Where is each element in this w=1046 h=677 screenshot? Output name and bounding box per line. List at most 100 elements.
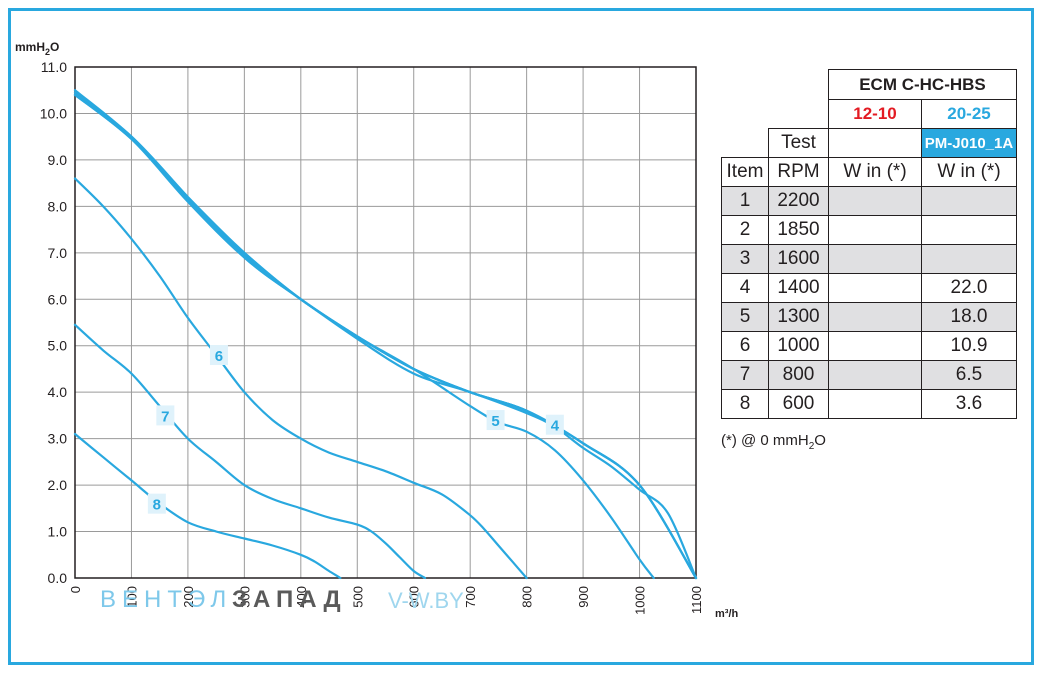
watermark-part-2: ЗАПАД — [232, 586, 347, 613]
watermark-part-3: V-W.BY — [388, 588, 464, 613]
table-cell: 1600 — [768, 244, 829, 274]
table-footnote: (*) @ 0 mmH2O — [721, 432, 826, 452]
table-header-rpm: RPM — [768, 157, 829, 187]
x-tick-label: 500 — [350, 586, 365, 608]
table-cell — [828, 331, 922, 361]
table-header-w-a: W in (*) — [828, 157, 922, 187]
table-header-row: Item RPM W in (*) W in (*) — [721, 157, 1017, 187]
table-cell — [828, 389, 922, 419]
table-cell: 2 — [721, 215, 769, 245]
x-tick-label: 800 — [520, 586, 535, 608]
fan-curve-8 — [73, 432, 342, 580]
watermark-part-1: ВЕНТЭЛ — [100, 586, 233, 613]
table-cell: 5 — [721, 302, 769, 332]
performance-table: ECM C-HC-HBS 12-10 20-25 Test PM-J010_1A… — [721, 69, 1017, 419]
y-tick-label: 1.0 — [48, 524, 68, 540]
y-tick-label: 10.0 — [40, 105, 67, 121]
table-cell — [828, 215, 922, 245]
table-cell — [921, 244, 1017, 274]
table-cell: 7 — [721, 360, 769, 390]
y-tick-label: 11.0 — [41, 59, 67, 75]
y-tick-label: 3.0 — [48, 431, 68, 447]
fan-curve-6 — [73, 177, 528, 580]
curve-label-6: 6 — [215, 348, 223, 365]
table-cell: 10.9 — [921, 331, 1017, 361]
curve-label-5: 5 — [491, 413, 499, 430]
table-row: 3 1600 — [721, 244, 1017, 274]
table-cell: 18.0 — [921, 302, 1017, 332]
footnote-sub: 2 — [808, 441, 815, 452]
table-header-item: Item — [721, 157, 769, 187]
table-brand: ECM C-HC-HBS — [828, 69, 1017, 100]
table-cell: 1850 — [768, 215, 829, 245]
curve-label-bg — [209, 345, 228, 366]
fan-curve-4 — [73, 93, 698, 580]
table-test-label: Test — [768, 128, 829, 158]
table-col-a: 12-10 — [828, 99, 922, 129]
table-row: 7 800 6.5 — [721, 360, 1017, 390]
table-cell — [828, 360, 922, 390]
table-cell: 3.6 — [921, 389, 1017, 419]
table-header-w-b: W in (*) — [921, 157, 1017, 187]
fan-curve-5 — [73, 93, 655, 580]
table-cell: 2200 — [768, 186, 829, 216]
table-cell: 1000 — [768, 331, 829, 361]
table-cell — [828, 244, 922, 274]
table-cell: 600 — [768, 389, 829, 419]
footnote-suffix: O — [814, 432, 826, 449]
table-brand-row: ECM C-HC-HBS — [722, 69, 1017, 100]
table-cell — [921, 186, 1017, 216]
table-cell: 8 — [721, 389, 769, 419]
table-row: 4 1400 22.0 — [721, 273, 1017, 303]
y-tick-label: 6.0 — [48, 291, 68, 307]
table-cell: 3 — [721, 244, 769, 274]
table-row: 2 1850 — [721, 215, 1017, 245]
x-tick-label: 100 — [124, 586, 139, 608]
x-axis-title: m³/h — [715, 608, 739, 620]
table-cell: 22.0 — [921, 273, 1017, 303]
curve-label-4: 4 — [551, 418, 560, 435]
curve-label-bg — [545, 414, 564, 435]
table-cell: 4 — [721, 273, 769, 303]
table-cell: 6.5 — [921, 360, 1017, 390]
table-col-b: 20-25 — [921, 99, 1017, 129]
curve-label-7: 7 — [161, 408, 169, 425]
table-cell: 6 — [721, 331, 769, 361]
y-tick-label: 4.0 — [48, 384, 68, 400]
y-axis-title: mmH2O — [15, 40, 59, 57]
y-tick-label: 2.0 — [48, 477, 68, 493]
table-cell — [828, 186, 922, 216]
table-cell — [828, 273, 922, 303]
fan-curve-7 — [73, 323, 427, 580]
curve-label-bg — [156, 405, 175, 426]
outer-frame — [8, 8, 1034, 665]
table-row: 1 2200 — [721, 186, 1017, 216]
table-cell: 1300 — [768, 302, 829, 332]
table-test-row: Test PM-J010_1A — [722, 128, 1017, 158]
y-tick-label: 8.0 — [48, 198, 68, 214]
curve-label-bg — [486, 410, 505, 431]
table-cell: 1400 — [768, 273, 829, 303]
curve-label-8: 8 — [153, 497, 161, 514]
curve-label-bg — [147, 493, 166, 514]
table-cell — [921, 215, 1017, 245]
table-model: PM-J010_1A — [921, 128, 1017, 158]
footnote-prefix: (*) @ 0 mmH — [721, 432, 809, 449]
y-tick-label: 0.0 — [48, 570, 68, 586]
x-tick-label: 300 — [237, 586, 252, 608]
plot-border — [74, 66, 697, 579]
table-row: 6 1000 10.9 — [721, 331, 1017, 361]
x-tick-label: 700 — [463, 586, 478, 608]
table-cell: 800 — [768, 360, 829, 390]
y-tick-label: 5.0 — [48, 338, 68, 354]
x-tick-label: 400 — [294, 586, 309, 608]
table-row: 5 1300 18.0 — [721, 302, 1017, 332]
y-tick-label: 9.0 — [48, 152, 68, 168]
table-size-row: 12-10 20-25 — [722, 99, 1017, 129]
x-tick-label: 900 — [576, 586, 591, 608]
x-tick-label: 0 — [68, 586, 83, 593]
x-tick-label: 600 — [407, 586, 422, 608]
table-row: 8 600 3.6 — [721, 389, 1017, 419]
x-tick-label: 200 — [181, 586, 196, 608]
